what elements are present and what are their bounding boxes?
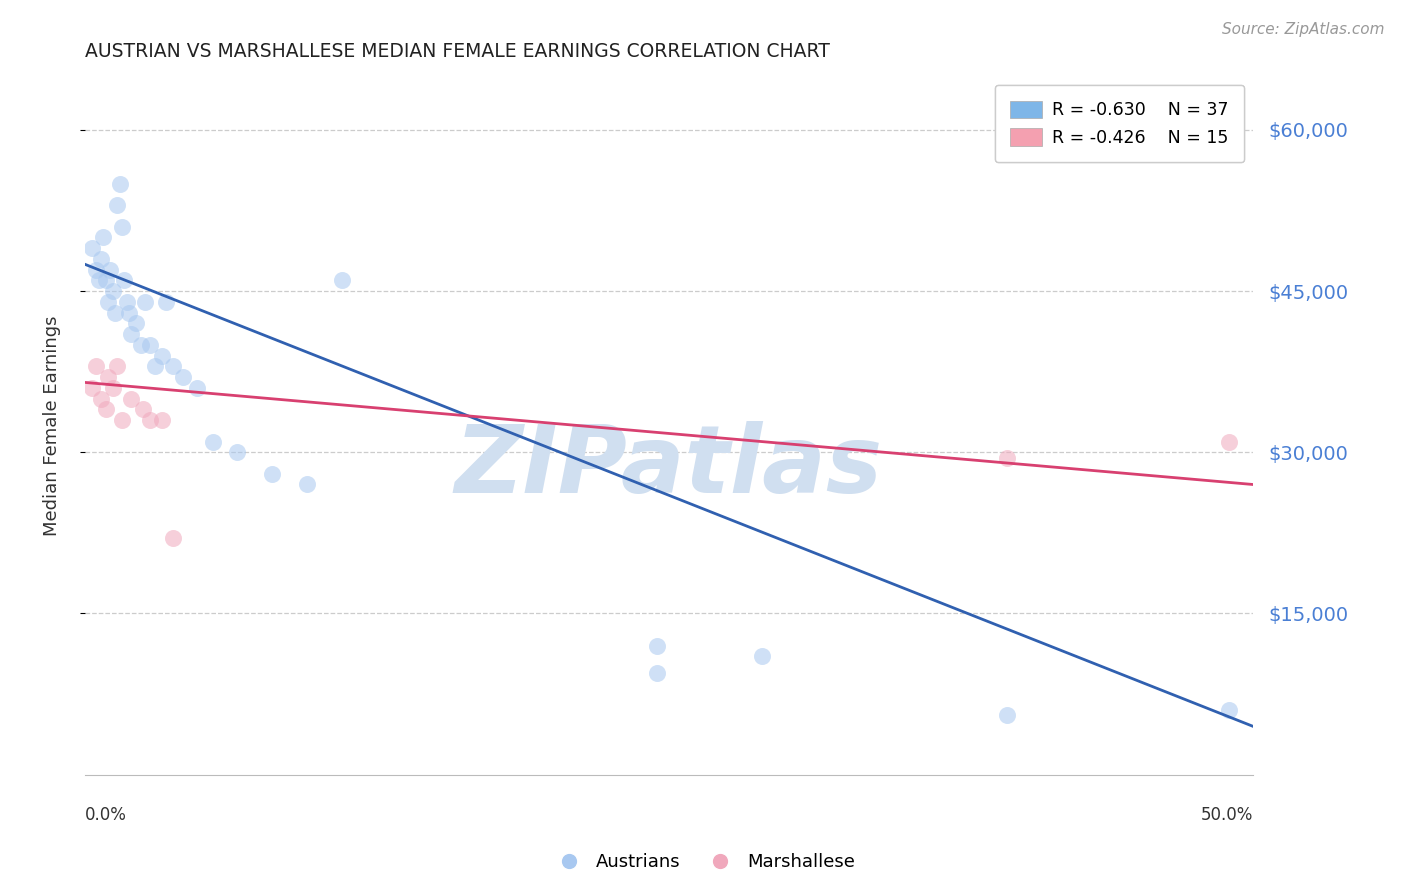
Point <box>162 531 184 545</box>
Point <box>997 450 1019 465</box>
Y-axis label: Median Female Earnings: Median Female Earnings <box>44 315 60 535</box>
Point <box>295 477 318 491</box>
Point <box>330 273 353 287</box>
Text: 50.0%: 50.0% <box>1201 806 1253 824</box>
Point <box>139 413 162 427</box>
Point <box>645 665 668 680</box>
Text: AUSTRIAN VS MARSHALLESE MEDIAN FEMALE EARNINGS CORRELATION CHART: AUSTRIAN VS MARSHALLESE MEDIAN FEMALE EA… <box>84 42 830 61</box>
Point <box>997 708 1019 723</box>
Point <box>86 262 108 277</box>
Legend: R = -0.630    N = 37, R = -0.426    N = 15: R = -0.630 N = 37, R = -0.426 N = 15 <box>994 85 1244 162</box>
Text: ZIPatlas: ZIPatlas <box>454 421 883 513</box>
Point <box>132 402 155 417</box>
Point <box>120 327 142 342</box>
Point <box>114 273 136 287</box>
Point <box>101 284 124 298</box>
Text: 0.0%: 0.0% <box>84 806 127 824</box>
Point <box>94 402 117 417</box>
Point <box>260 467 283 481</box>
Point <box>97 370 120 384</box>
Point <box>1218 703 1240 717</box>
Point <box>80 241 103 255</box>
Point <box>100 262 122 277</box>
Point <box>202 434 225 449</box>
Point <box>118 305 141 319</box>
Point <box>97 294 120 309</box>
Point <box>162 359 184 374</box>
Point <box>94 273 117 287</box>
Point <box>104 305 127 319</box>
Point <box>186 381 208 395</box>
Point <box>107 359 129 374</box>
Point <box>111 219 134 234</box>
Point <box>155 294 177 309</box>
Point <box>101 381 124 395</box>
Point <box>1218 434 1240 449</box>
Legend: Austrians, Marshallese: Austrians, Marshallese <box>544 847 862 879</box>
Point <box>86 359 108 374</box>
Point <box>90 392 112 406</box>
Point <box>150 413 173 427</box>
Point <box>107 198 129 212</box>
Point <box>120 392 142 406</box>
Point <box>134 294 156 309</box>
Point <box>139 338 162 352</box>
Point <box>172 370 194 384</box>
Point <box>80 381 103 395</box>
Point <box>129 338 152 352</box>
Point <box>87 273 110 287</box>
Point <box>225 445 247 459</box>
Point <box>93 230 115 244</box>
Point <box>115 294 138 309</box>
Point <box>111 413 134 427</box>
Point <box>751 649 773 664</box>
Text: Source: ZipAtlas.com: Source: ZipAtlas.com <box>1222 22 1385 37</box>
Point <box>143 359 166 374</box>
Point <box>645 639 668 653</box>
Point <box>125 316 148 330</box>
Point <box>150 349 173 363</box>
Point <box>108 177 131 191</box>
Point <box>90 252 112 266</box>
